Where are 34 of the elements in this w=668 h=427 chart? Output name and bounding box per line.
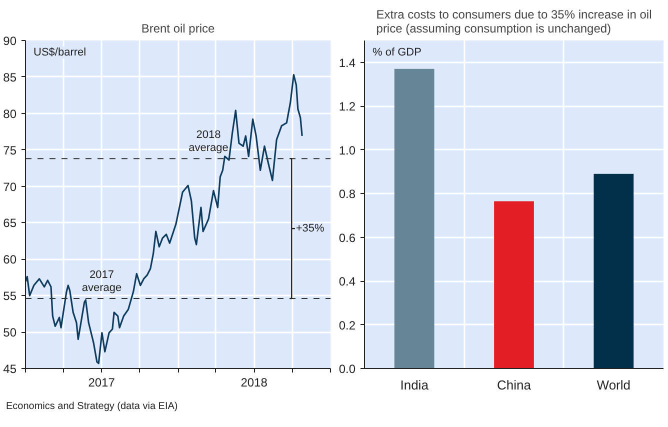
bar bbox=[394, 68, 434, 368]
y-tick-label: 50 bbox=[3, 326, 17, 340]
y-axis-title: US$/barrel bbox=[34, 46, 86, 58]
y-tick-label: 0.4 bbox=[338, 274, 356, 289]
x-tick-label: India bbox=[400, 378, 430, 392]
y-tick-label: 0.0 bbox=[338, 362, 356, 376]
y-tick-label: 0.2 bbox=[338, 318, 356, 332]
y-tick-label: 55 bbox=[3, 289, 17, 304]
bar bbox=[594, 174, 634, 368]
y-tick-label: 90 bbox=[3, 34, 17, 48]
y-tick-label: 60 bbox=[3, 252, 17, 267]
y-tick-label: 80 bbox=[3, 106, 17, 121]
y-tick-label: 1.2 bbox=[338, 100, 356, 114]
y-tick-label: 70 bbox=[3, 180, 17, 194]
ref-line-label: 2017 average bbox=[82, 268, 122, 294]
annotation: +35% bbox=[296, 222, 324, 235]
y-tick-label: 85 bbox=[3, 70, 17, 84]
y-axis-title: % of GDP bbox=[372, 46, 422, 58]
bar bbox=[494, 201, 534, 368]
x-tick-label: World bbox=[596, 378, 631, 392]
chart-title: Brent oil price bbox=[141, 22, 216, 36]
y-tick-label: 0.6 bbox=[338, 230, 356, 245]
ref-line-label: 2018 average bbox=[188, 129, 228, 154]
x-tick-label: China bbox=[497, 378, 532, 392]
text: Economics and Strategy (data via EIA) bbox=[6, 400, 178, 414]
y-tick-label: 45 bbox=[3, 362, 17, 376]
y-tick-label: 65 bbox=[3, 216, 17, 230]
x-tick-label: 2017 bbox=[88, 376, 116, 390]
x-tick-label: 2018 bbox=[240, 376, 268, 390]
y-tick-label: 75 bbox=[3, 143, 17, 158]
chart-title: Extra costs to consumers due to 35% increase in oil price (assuming consumption is unchanged) bbox=[376, 8, 652, 36]
y-tick-label: 1.4 bbox=[338, 56, 356, 70]
y-tick-label: 0.8 bbox=[338, 187, 356, 202]
y-tick-label: 1.0 bbox=[338, 143, 356, 158]
